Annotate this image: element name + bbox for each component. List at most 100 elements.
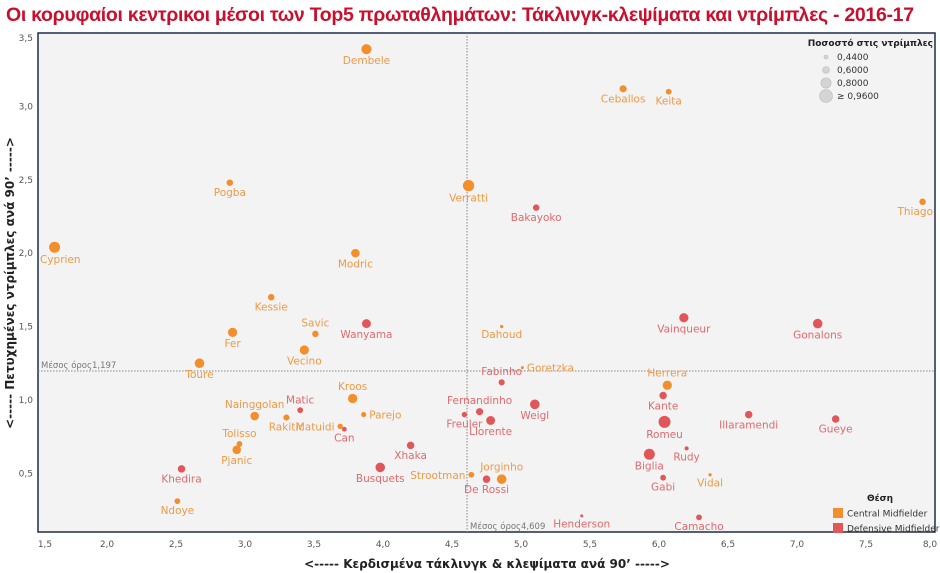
color-legend-label[interactable]: Central Midfielder [847,510,928,520]
data-point-gabi[interactable] [660,474,667,481]
x-tick-label: 8,0 [923,540,938,550]
point-label: Kroos [338,381,367,393]
data-point-ceballos[interactable] [619,85,627,93]
data-point-bakayoko[interactable] [532,204,540,211]
data-point-matuidi[interactable] [337,423,343,430]
point-label: Biglia [635,461,664,473]
data-point-pogba[interactable] [226,179,234,186]
data-point-camacho[interactable] [696,514,702,521]
data-point-khedira[interactable] [177,465,186,473]
data-point-vidal[interactable] [708,473,712,477]
point-label: Fernandinho [447,395,512,407]
chart-title: Οι κορυφαίοι κεντρικοι μέσοι των Top5 πρ… [6,4,914,26]
data-point-verratti[interactable] [462,179,475,192]
data-point-savic[interactable] [312,330,319,338]
point-label: Henderson [553,518,610,530]
data-point-henderson[interactable] [580,514,584,518]
data-point-freuler[interactable] [461,411,468,418]
data-point-nainggolan[interactable] [250,411,259,421]
y-tick-label: 1,5 [19,323,33,333]
color-legend-swatch[interactable] [833,508,843,518]
data-point-matic[interactable] [297,407,304,414]
x-tick-label: 3,0 [238,540,253,550]
point-label: Ceballos [601,93,646,105]
data-point-gueye[interactable] [831,415,840,423]
color-legend-label[interactable]: Defensive Midfielder [847,525,940,535]
data-point-pjanic[interactable] [232,445,241,455]
data-point-dembele[interactable] [361,44,372,55]
point-label: Can [334,433,354,445]
x-tick-label: 7,5 [859,540,873,550]
color-legend-title: Θέση [867,493,893,504]
y-tick-label: 1,0 [19,396,34,406]
point-label: Tolisso [221,428,256,440]
data-point-biglia[interactable] [643,448,655,460]
data-point-xhaka[interactable] [406,441,415,450]
data-point-tolisso[interactable] [236,441,243,447]
plot-area [37,32,936,533]
point-label: Keita [656,96,682,108]
data-point-weigl[interactable] [530,399,540,410]
data-point-goretzka[interactable] [520,366,524,370]
point-label: Pjanic [221,455,252,467]
point-label: Strootman [410,470,465,482]
point-label: Goretzka [527,363,574,375]
x-tick-label: 1,5 [38,540,52,550]
x-tick-label: 6,5 [721,540,735,550]
data-point-kessie[interactable] [267,293,275,301]
x-tick-label: 4,5 [445,540,459,550]
point-label: Thiago [896,206,933,218]
point-label: Dahoud [481,329,522,341]
x-tick-label: 5,5 [583,540,597,550]
data-point-llorente[interactable] [486,416,496,425]
point-label: Fabinho [481,366,522,378]
size-legend-label: 0,4400 [837,53,869,63]
point-label: Matic [286,394,315,406]
data-point-modric[interactable] [351,248,360,258]
data-point-busquets[interactable] [375,462,386,473]
data-point-herrera[interactable] [662,380,672,390]
size-legend-marker [819,89,833,103]
point-label: Verratti [449,192,488,204]
data-point-jorginho[interactable] [496,474,507,484]
data-point-illaramendi[interactable] [744,410,753,419]
data-point-can[interactable] [341,426,347,432]
data-point-vainqueur[interactable] [679,313,689,323]
data-point-de-rossi[interactable] [482,475,491,483]
data-point-rakitic[interactable] [283,414,290,421]
data-point-gonalons[interactable] [812,318,823,329]
point-label: Parejo [369,410,401,422]
data-point-keita[interactable] [665,88,672,95]
data-point-parejo[interactable] [361,412,367,418]
data-point-rudy[interactable] [684,446,689,451]
point-label: Dembele [343,55,390,67]
point-label: Nainggolan [225,399,285,411]
x-tick-label: 5,0 [514,540,529,550]
y-mean-label: Μέσος όρος1,197 [41,360,116,371]
data-point-strootman[interactable] [468,471,475,478]
point-label: Gabi [651,482,675,494]
data-point-cyprien[interactable] [49,241,61,253]
data-point-toure[interactable] [194,358,205,369]
data-point-kante[interactable] [659,391,667,400]
point-label: Savic [301,318,329,330]
data-point-ndoye[interactable] [174,498,181,505]
point-label: Gonalons [793,329,842,341]
data-point-vecino[interactable] [299,345,309,355]
x-tick-label: 7,0 [790,540,805,550]
point-label: Vidal [697,477,723,489]
x-tick-label: 3,5 [307,540,321,550]
data-point-fer[interactable] [227,327,238,338]
data-point-fabinho[interactable] [498,379,505,386]
data-point-kroos[interactable] [348,393,358,404]
point-label: Khedira [161,474,201,486]
color-legend-swatch[interactable] [833,523,843,533]
point-label: Illaramendi [719,419,778,431]
data-point-wanyama[interactable] [361,319,371,329]
x-tick-label: 2,0 [100,540,115,550]
data-point-thiago[interactable] [919,198,926,206]
data-point-fernandinho[interactable] [476,408,484,416]
data-point-dahoud[interactable] [500,324,504,329]
point-label: Vainqueur [657,323,711,335]
data-point-romeu[interactable] [658,415,671,428]
